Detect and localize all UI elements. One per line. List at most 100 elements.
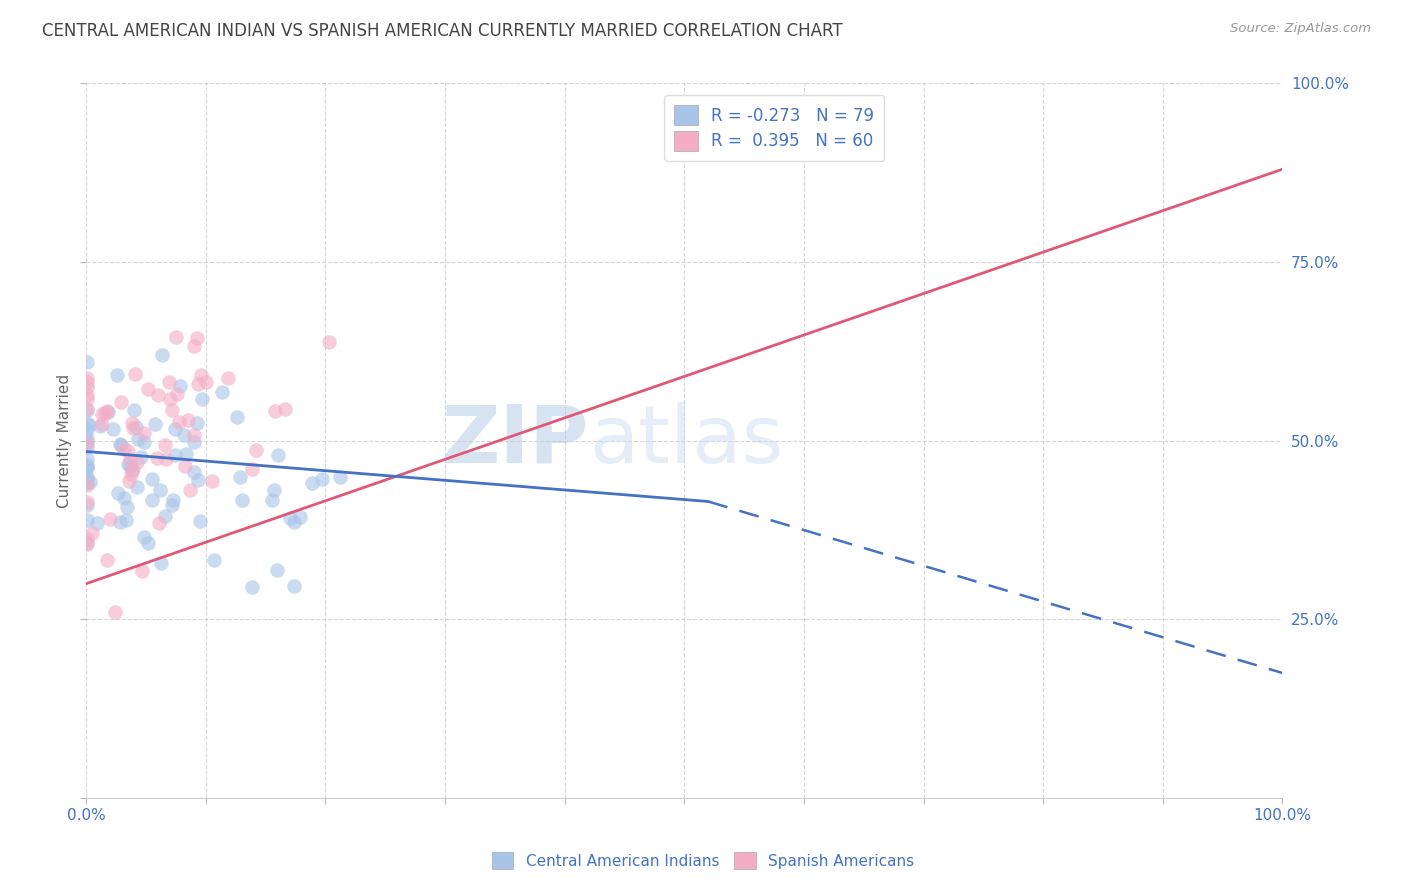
Point (91, 408, 114, 422)
Point (136, 383, 159, 397)
Point (211, 384, 233, 399)
Point (118, 453, 141, 467)
Point (76, 537, 98, 551)
Point (117, 458, 139, 472)
Point (187, 473, 209, 487)
Point (108, 437, 131, 451)
Point (217, 370, 239, 384)
Point (160, 403, 183, 417)
Point (76, 435, 98, 450)
Point (107, 485, 129, 500)
Point (76, 499, 98, 513)
Point (76, 536, 98, 550)
Point (76, 355, 98, 369)
Point (101, 422, 124, 436)
Point (118, 474, 141, 488)
Point (79, 475, 101, 489)
Point (263, 483, 285, 497)
Point (148, 516, 170, 530)
Point (132, 435, 155, 450)
Point (76, 375, 98, 389)
Point (177, 413, 200, 427)
Point (146, 450, 169, 465)
Point (329, 470, 352, 484)
Point (195, 375, 218, 389)
Point (188, 514, 211, 528)
Point (167, 415, 190, 429)
Point (127, 432, 149, 446)
Point (125, 420, 148, 434)
Point (98, 512, 121, 526)
Point (179, 483, 201, 497)
Text: ZIP: ZIP (441, 401, 589, 480)
Point (274, 402, 297, 417)
Point (200, 474, 222, 488)
Point (121, 462, 143, 476)
Point (266, 564, 288, 578)
Point (186, 416, 208, 430)
Point (318, 334, 340, 349)
Point (110, 438, 132, 452)
Point (76, 532, 98, 546)
Point (80, 526, 103, 541)
Point (115, 513, 138, 527)
Point (141, 473, 163, 487)
Point (76, 459, 98, 474)
Point (132, 425, 155, 440)
Point (104, 605, 127, 619)
Point (76, 423, 98, 437)
Point (120, 459, 142, 474)
Point (143, 417, 166, 431)
Point (89, 418, 111, 433)
Point (76, 471, 98, 485)
Point (153, 509, 176, 524)
Point (150, 557, 173, 571)
Point (117, 443, 139, 458)
Point (226, 410, 249, 425)
Point (112, 491, 135, 505)
Point (191, 392, 214, 407)
Point (183, 427, 205, 442)
Point (187, 376, 209, 391)
Point (160, 498, 183, 512)
Point (283, 515, 305, 529)
Point (76, 452, 98, 467)
Point (110, 395, 132, 409)
Point (96, 553, 118, 567)
Point (120, 467, 142, 481)
Point (76, 495, 98, 509)
Point (94, 406, 117, 420)
Point (131, 564, 153, 578)
Point (288, 510, 311, 524)
Point (136, 536, 159, 550)
Legend: Central American Indians, Spanish Americans: Central American Indians, Spanish Americ… (486, 846, 920, 875)
Text: atlas: atlas (589, 401, 783, 480)
Point (174, 459, 197, 474)
Point (76, 403, 98, 417)
Point (183, 465, 205, 479)
Point (240, 462, 263, 476)
Point (132, 530, 155, 544)
Point (115, 500, 138, 515)
Point (122, 403, 145, 417)
Point (159, 392, 181, 406)
Point (283, 579, 305, 593)
Y-axis label: Currently Married: Currently Married (58, 374, 72, 508)
Point (173, 427, 195, 442)
Point (76, 458, 98, 472)
Point (162, 492, 184, 507)
Point (76, 401, 98, 416)
Point (76, 431, 98, 445)
Legend: R = -0.273   N = 79, R =  0.395   N = 60: R = -0.273 N = 79, R = 0.395 N = 60 (664, 95, 884, 161)
Point (262, 493, 284, 508)
Point (105, 368, 128, 382)
Point (264, 403, 287, 417)
Text: CENTRAL AMERICAN INDIAN VS SPANISH AMERICAN CURRENTLY MARRIED CORRELATION CHART: CENTRAL AMERICAN INDIAN VS SPANISH AMERI… (42, 22, 842, 40)
Point (165, 329, 187, 343)
Point (153, 438, 176, 452)
Point (174, 447, 197, 461)
Point (86, 516, 108, 531)
Point (202, 553, 225, 567)
Point (121, 463, 143, 477)
Point (149, 483, 172, 497)
